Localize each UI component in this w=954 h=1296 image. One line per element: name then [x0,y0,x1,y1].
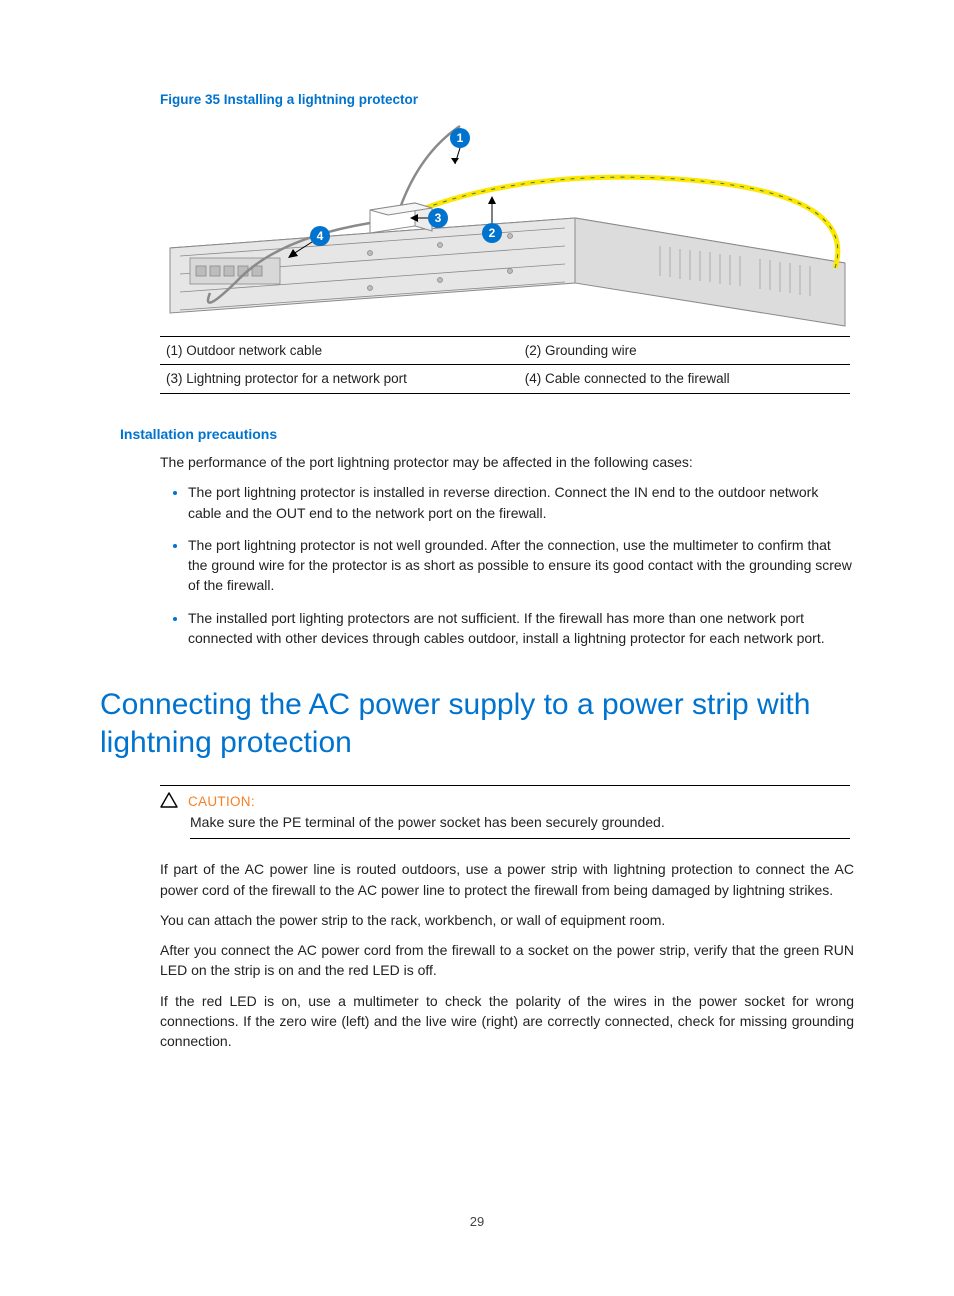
list-item: The port lightning protector is not well… [188,535,854,596]
body-paragraph: If the red LED is on, use a multimeter t… [160,991,854,1052]
caution-label: CAUTION: [188,792,255,812]
page-number: 29 [100,1197,854,1256]
legend-cell: (4) Cable connected to the firewall [519,365,850,394]
table-row: (3) Lightning protector for a network po… [160,365,850,394]
svg-text:3: 3 [435,211,442,225]
legend-cell: (1) Outdoor network cable [160,336,519,365]
figure-caption: Figure 35 Installing a lightning protect… [160,90,854,110]
svg-text:1: 1 [457,131,464,145]
svg-text:2: 2 [489,226,496,240]
body-paragraph: If part of the AC power line is routed o… [160,859,854,900]
figure-legend-table: (1) Outdoor network cable (2) Grounding … [160,336,850,394]
precautions-list: The port lightning protector is installe… [160,482,854,648]
body-paragraph: You can attach the power strip to the ra… [160,910,854,930]
callout-1: 1 [450,128,470,164]
caution-icon [160,792,178,808]
caution-box: CAUTION: Make sure the PE terminal of th… [160,785,850,839]
callout-2: 2 [482,196,502,243]
figure-35-illustration: 1 2 3 4 [160,118,854,328]
precautions-heading: Installation precautions [120,424,854,444]
legend-cell: (3) Lightning protector for a network po… [160,365,519,394]
svg-text:4: 4 [317,229,324,243]
precautions-intro: The performance of the port lightning pr… [160,452,854,472]
body-paragraph: After you connect the AC power cord from… [160,940,854,981]
list-item: The port lightning protector is installe… [188,482,854,523]
legend-cell: (2) Grounding wire [519,336,850,365]
table-row: (1) Outdoor network cable (2) Grounding … [160,336,850,365]
section-title: Connecting the AC power supply to a powe… [100,686,854,761]
list-item: The installed port lighting protectors a… [188,608,854,649]
caution-body: Make sure the PE terminal of the power s… [190,812,850,839]
